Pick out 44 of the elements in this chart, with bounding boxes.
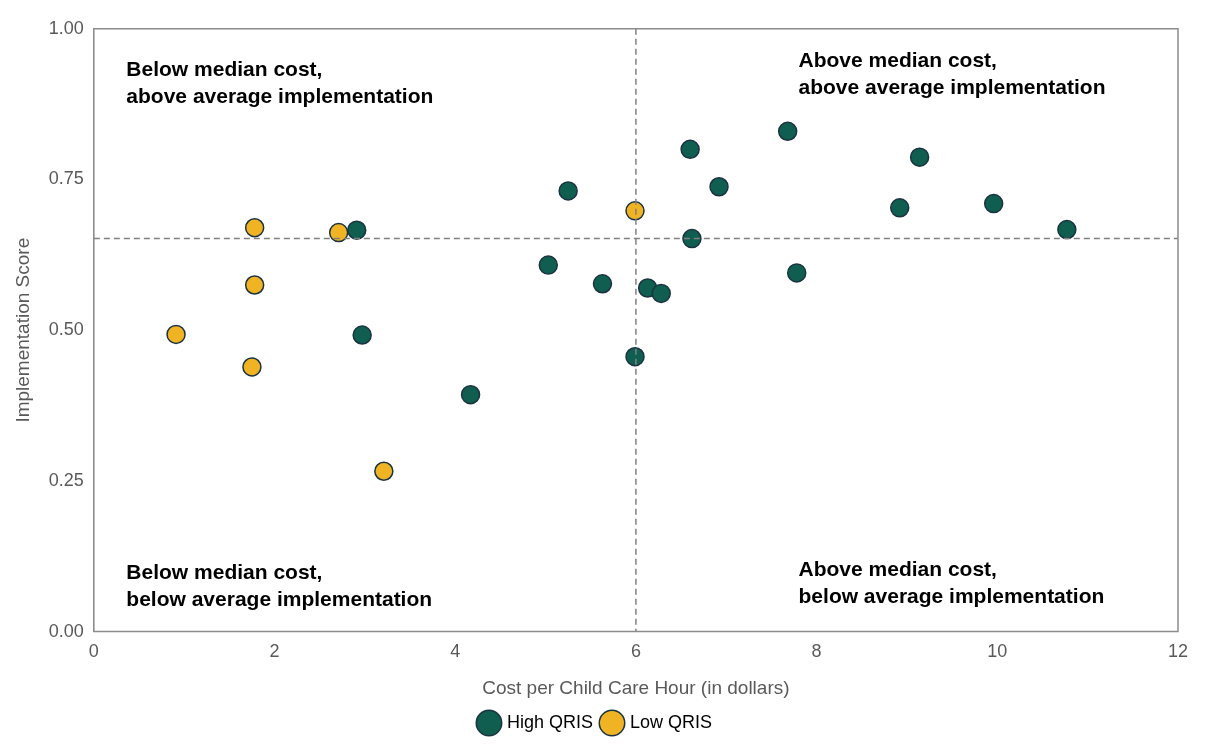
- annotation: Above median cost, above average implementation: [798, 47, 1106, 98]
- x-tick-label: 12: [1167, 641, 1188, 662]
- x-tick-label: 0: [88, 641, 99, 662]
- annotation: Below median cost, above average implementation: [126, 56, 434, 107]
- x-tick-label: 8: [811, 641, 822, 662]
- y-tick-label: 0.25: [48, 469, 84, 490]
- point: [328, 222, 349, 243]
- y-tick-label: 0.75: [48, 168, 84, 189]
- x-axis-title: Cost per Child Care Hour (in dollars): [482, 676, 790, 698]
- point: [538, 255, 559, 275]
- x-tick-label: 6: [630, 641, 641, 662]
- point: [1057, 219, 1077, 240]
- point: [244, 275, 265, 295]
- y-tick-label: 0.00: [48, 620, 84, 641]
- point: [244, 217, 265, 238]
- point: [786, 263, 807, 283]
- point: [166, 324, 186, 345]
- point: [651, 283, 671, 304]
- point: [709, 176, 729, 197]
- point: [889, 198, 910, 218]
- point: [909, 147, 930, 167]
- legend-label: Low QRIS: [630, 711, 713, 732]
- point: [352, 325, 372, 345]
- annotation: Above median cost, below average implementation: [798, 557, 1105, 608]
- point: [592, 274, 613, 294]
- x-tick-label: 4: [450, 641, 461, 662]
- legend-label: High QRIS: [506, 711, 593, 732]
- y-axis-title: Implementation Score: [11, 237, 33, 423]
- point: [625, 346, 645, 367]
- y-tick-label: 0.50: [48, 319, 84, 340]
- point: [680, 139, 700, 160]
- point: [460, 384, 481, 405]
- annotation: Below median cost, below average implementation: [126, 560, 433, 611]
- point: [777, 121, 798, 142]
- point: [625, 201, 645, 221]
- x-tick-label: 10: [987, 641, 1008, 662]
- point: [558, 181, 578, 201]
- y-tick-label: 1.00: [48, 17, 84, 38]
- x-tick-label: 2: [269, 641, 280, 662]
- point: [983, 193, 1004, 214]
- point: [374, 461, 394, 482]
- point: [346, 220, 367, 240]
- point: [682, 228, 702, 249]
- point: [242, 357, 262, 377]
